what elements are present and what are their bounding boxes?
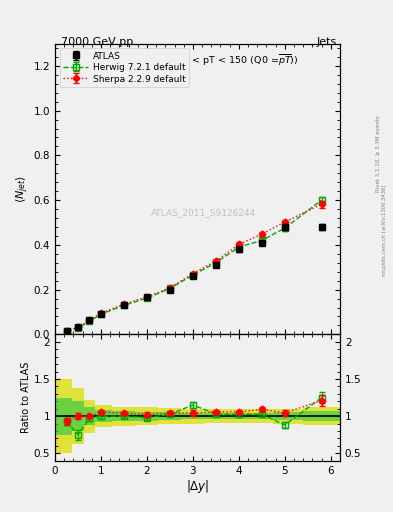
Text: 7000 GeV pp: 7000 GeV pp: [61, 37, 133, 47]
Text: Rivet 3.1.10, ≥ 3.3M events: Rivet 3.1.10, ≥ 3.3M events: [376, 115, 380, 192]
X-axis label: $|\Delta y|$: $|\Delta y|$: [186, 478, 209, 496]
Text: Jets: Jets: [317, 37, 337, 47]
Text: mcplots.cern.ch [arXiv:1306.3436]: mcplots.cern.ch [arXiv:1306.3436]: [382, 185, 387, 276]
Y-axis label: Ratio to ATLAS: Ratio to ATLAS: [21, 362, 31, 433]
Text: ATLAS_2011_S9126244: ATLAS_2011_S9126244: [151, 208, 256, 217]
Y-axis label: $\langle N_{jet}\rangle$: $\langle N_{jet}\rangle$: [15, 175, 31, 203]
Legend: ATLAS, Herwig 7.2.1 default, Sherpa 2.2.9 default: ATLAS, Herwig 7.2.1 default, Sherpa 2.2.…: [59, 48, 189, 87]
Text: $N_{jet}$ vs $\Delta y$ (FB) (120 < pT < 150 (Q0 =$\overline{pT}$)): $N_{jet}$ vs $\Delta y$ (FB) (120 < pT <…: [97, 52, 298, 68]
